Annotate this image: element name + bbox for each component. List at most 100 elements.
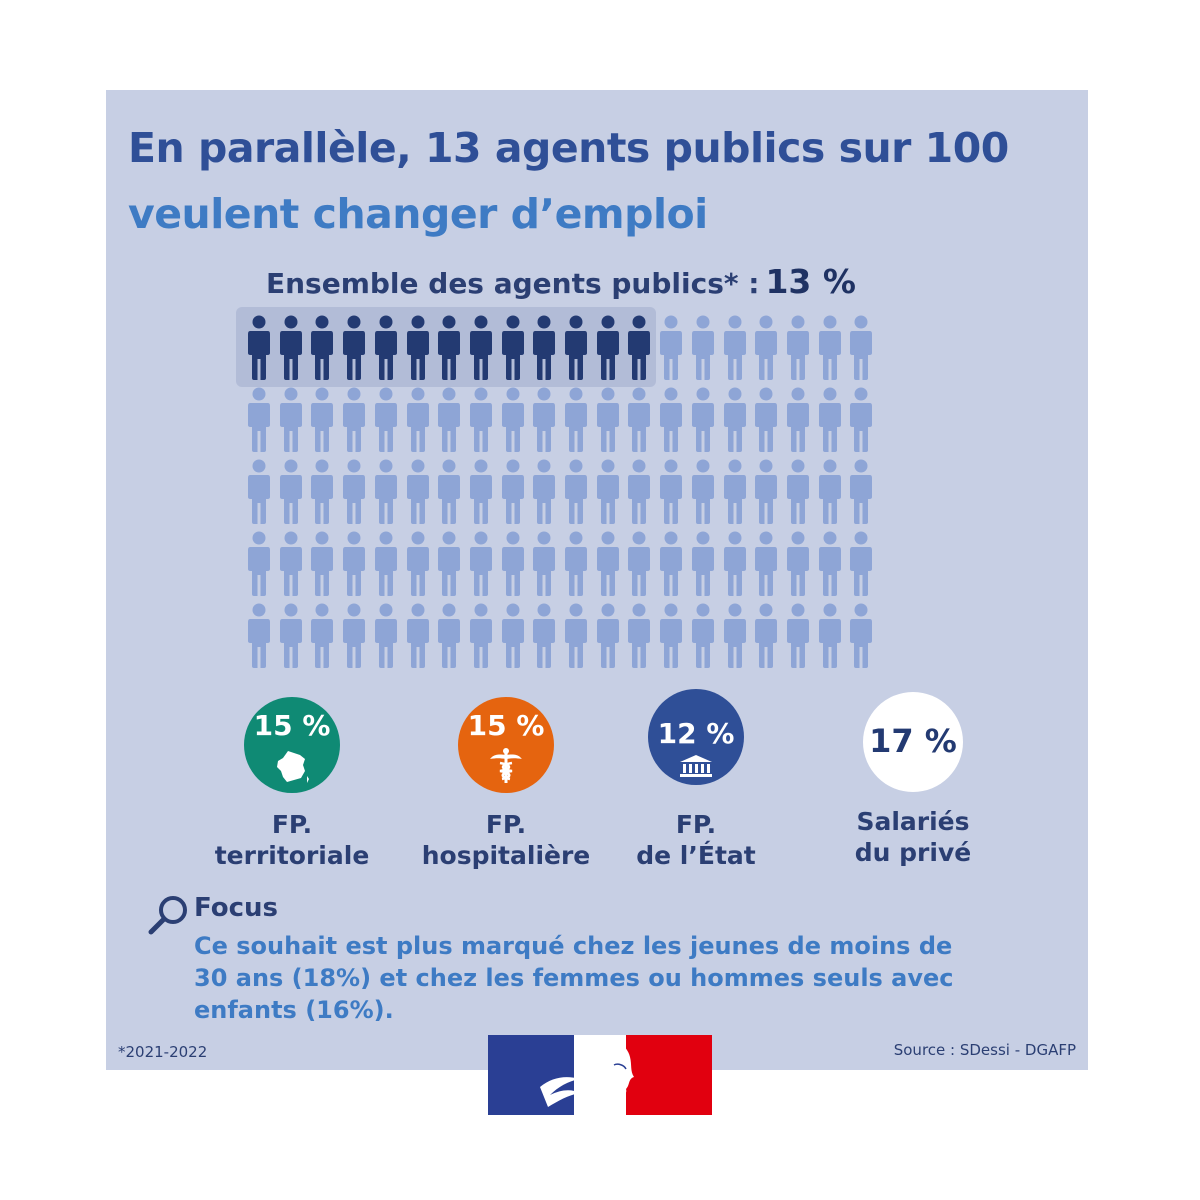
person-icon [628,387,651,452]
caduceus-icon [490,748,522,783]
category-label-line2: du privé [854,838,972,867]
person-icon [343,387,366,452]
person-icon [469,531,492,596]
subtitle-value: 13 % [765,262,856,301]
person-icon [279,459,302,524]
person-icon [343,459,366,524]
category-circle: 15 % [458,697,554,793]
person-icon [850,531,873,596]
category-prive: 17 % Salariés du privé [818,692,1008,868]
category-label-line1: FP. [271,810,313,839]
person-icon [596,459,619,524]
source: Source : SDessi - DGAFP [893,1041,1076,1059]
person-icon [248,387,270,452]
government-building-icon [680,755,712,777]
person-icon [374,531,397,596]
person-icon [723,315,746,380]
person-icon [628,459,651,524]
person-icon-highlighted [533,315,556,380]
person-icon [438,459,461,524]
france-map-icon [277,751,309,783]
person-icon [660,387,683,452]
category-label-line1: FP. [675,810,717,839]
focus-title: Focus [194,893,278,923]
pictogram-grid [244,315,884,668]
person-icon [850,459,873,524]
person-icon [469,603,492,668]
person-icon [691,531,714,596]
category-circle: 12 % [648,689,744,785]
person-icon [850,387,873,452]
person-icon [533,459,556,524]
person-icon [248,531,270,596]
person-icon [469,459,492,524]
person-icon [279,387,302,452]
person-icon [755,531,778,596]
person-icon [723,603,746,668]
person-icon [660,459,683,524]
person-icon [279,531,302,596]
category-etat: 12 % FP. de l’État [601,689,791,871]
person-icon [786,531,809,596]
person-icon [533,387,556,452]
person-icon [818,603,841,668]
subtitle: Ensemble des agents publics* :13 % [266,262,856,301]
category-value: 12 % [657,717,735,750]
title-line-1: En parallèle, 13 agents publics sur 100 [128,124,1009,172]
person-icon [343,603,366,668]
person-icon [596,531,619,596]
person-icon [343,531,366,596]
person-icon-highlighted [628,315,651,380]
person-icon [660,531,683,596]
person-icon-highlighted [565,315,587,380]
person-icon [755,459,778,524]
person-icon [850,603,873,668]
category-circle: 15 % [244,697,340,793]
category-label: Salariés du privé [818,806,1008,868]
person-icon [596,387,619,452]
person-icon-highlighted [438,315,461,380]
person-icon [374,459,397,524]
person-icon [438,387,461,452]
person-icon-highlighted [596,315,619,380]
person-icon [723,459,746,524]
person-icon [311,531,334,596]
person-icon [565,603,587,668]
person-icon [660,315,683,380]
category-circle: 17 % [863,692,963,792]
person-icon-highlighted [279,315,302,380]
person-icon [565,459,587,524]
person-icon [533,531,556,596]
person-icon [311,459,334,524]
person-icon [691,459,714,524]
person-icon [438,603,461,668]
person-icon [628,603,651,668]
person-icon [755,315,778,380]
category-value: 15 % [467,709,545,742]
category-label-line2: territoriale [214,841,370,870]
person-icon [596,603,619,668]
person-icon [374,387,397,452]
category-value: 17 % [869,722,957,760]
category-label: FP. territoriale [197,809,387,871]
person-icon [628,531,651,596]
person-icon [501,387,524,452]
category-label-line1: FP. [485,810,527,839]
person-icon [501,603,524,668]
person-icon-highlighted [311,315,334,380]
footnote: *2021-2022 [118,1043,208,1061]
person-icon [311,387,334,452]
category-label-line2: de l’État [636,841,756,870]
person-icon [818,315,841,380]
person-icon [248,459,270,524]
person-icon [818,459,841,524]
person-icon [786,315,809,380]
person-icon [850,315,873,380]
title-line-2: veulent changer d’emploi [128,190,708,238]
person-icon [691,387,714,452]
person-icon [406,531,429,596]
person-icon-highlighted [374,315,397,380]
category-label-line1: Salariés [856,807,970,836]
category-value: 15 % [253,709,331,742]
person-icon-highlighted [501,315,524,380]
